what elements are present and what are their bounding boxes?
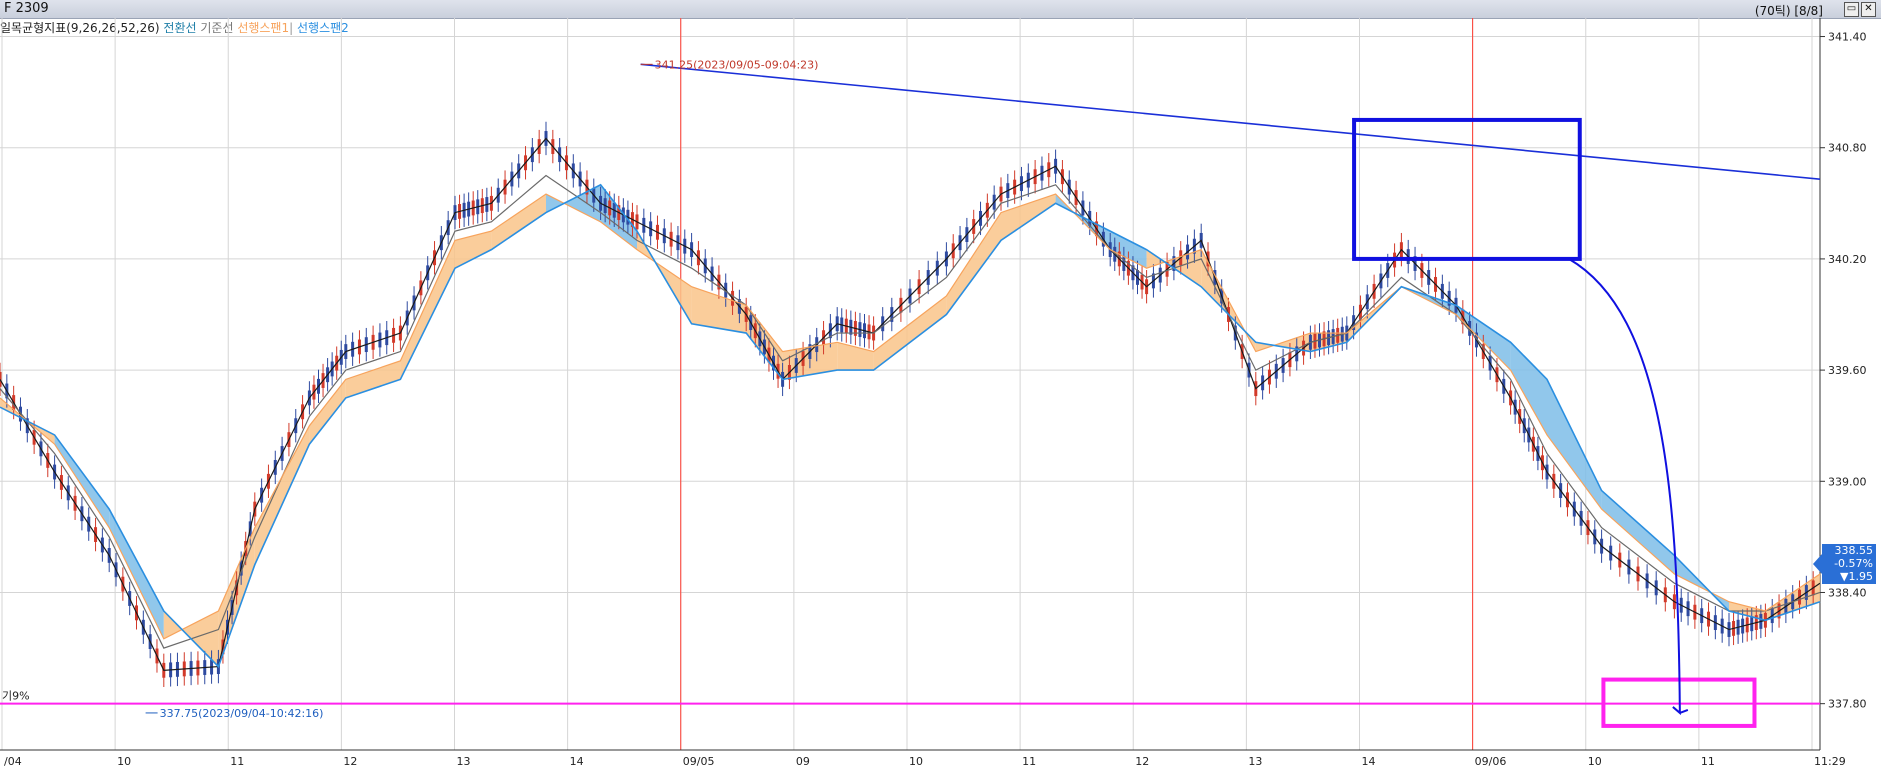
- kumo-segment: [309, 379, 346, 445]
- kumo-segment: [345, 360, 401, 398]
- legend-span1: 선행스팬1: [237, 21, 290, 35]
- kumo-segment: [1110, 231, 1147, 269]
- low-annotation: 337.75(2023/09/04-10:42:16): [160, 707, 324, 720]
- high-annotation: 341.25(2023/09/05-09:04:23): [655, 58, 819, 71]
- y-tick-label: 341.40: [1828, 31, 1867, 44]
- change-amount: ▼1.95: [1840, 570, 1873, 583]
- kumo-segment: [1510, 342, 1547, 435]
- kumo-segment: [400, 240, 455, 380]
- kijun-line: [0, 174, 1821, 649]
- maximize-button[interactable]: ▭: [1844, 2, 1859, 17]
- y-tick-label: 337.80: [1828, 698, 1867, 711]
- kumo-segment: [1001, 194, 1056, 241]
- indicator-name: 일목균형지표(9,26,26,52,26): [0, 21, 160, 35]
- x-tick-label: /04: [4, 755, 22, 768]
- y-tick-label: 340.20: [1828, 253, 1867, 266]
- x-tick-label: 10: [1588, 755, 1602, 768]
- x-tick-label: 14: [570, 755, 584, 768]
- x-tick-label: 09/05: [683, 755, 715, 768]
- kumo-segment: [109, 509, 164, 639]
- x-tick-label: 11: [1701, 755, 1715, 768]
- legend-span2: 선행스팬2: [296, 21, 349, 35]
- trendline: [640, 63, 1821, 181]
- x-tick-label: 11:29: [1814, 755, 1846, 768]
- current-price: 338.55: [1834, 544, 1874, 557]
- x-tick-label: 12: [343, 755, 357, 768]
- indicator-legend: 일목균형지표(9,26,26,52,26) 전환선 기준선 선행스팬1| 선행스…: [0, 21, 349, 35]
- span2-line: [0, 183, 1821, 669]
- x-tick-label: 10: [117, 755, 131, 768]
- window-title: F 2309: [4, 1, 49, 16]
- x-tick-label: 09/06: [1475, 755, 1507, 768]
- x-tick-label: 11: [230, 755, 244, 768]
- kumo-segment: [1547, 379, 1602, 510]
- x-tick-label: 12: [1135, 755, 1149, 768]
- change-percent: -0.57%: [1834, 557, 1873, 570]
- x-tick-label: 11: [1022, 755, 1036, 768]
- span1-line: [0, 193, 1821, 640]
- kumo-segment: [254, 425, 310, 565]
- kumo-segment: [54, 434, 110, 528]
- window-info: (70틱) [8/8]: [1754, 4, 1823, 18]
- x-tick-label: 10: [909, 755, 923, 768]
- kumo-segment: [873, 295, 947, 371]
- x-tick-label: 09: [796, 755, 810, 768]
- y-tick-label: 339.60: [1828, 364, 1867, 377]
- y-tick-label: 339.00: [1828, 475, 1867, 488]
- legend-tenkan: 전환선: [163, 21, 197, 35]
- resistance-box: [1352, 117, 1582, 261]
- kumo-segment: [455, 231, 492, 269]
- current-price-tag: 338.55 -0.57% ▼1.95: [1813, 544, 1876, 584]
- kumo-segment: [691, 286, 747, 334]
- y-tick-label: 338.40: [1828, 586, 1867, 599]
- kumo-segment: [946, 212, 1001, 315]
- ichimoku-chart[interactable]: 341.40 340.80 340.20 339.60 339.00 338.40 337.…: [0, 18, 1881, 771]
- legend-kijun: 기준선: [200, 21, 234, 35]
- projection-arrow: [1568, 258, 1689, 716]
- title-bar: F 2309 (70틱) [8/8] ▭ ✕: [0, 0, 1881, 19]
- close-button[interactable]: ✕: [1861, 2, 1876, 17]
- kumo-segment: [491, 194, 546, 250]
- kumo-segment: [1601, 490, 1675, 574]
- percent-label: 기9%: [2, 690, 30, 703]
- x-tick-label: 14: [1362, 755, 1376, 768]
- x-tick-label: 13: [1248, 755, 1262, 768]
- x-tick-label: 13: [457, 755, 471, 768]
- y-tick-label: 340.80: [1828, 142, 1867, 155]
- candle-body: [0, 371, 2, 387]
